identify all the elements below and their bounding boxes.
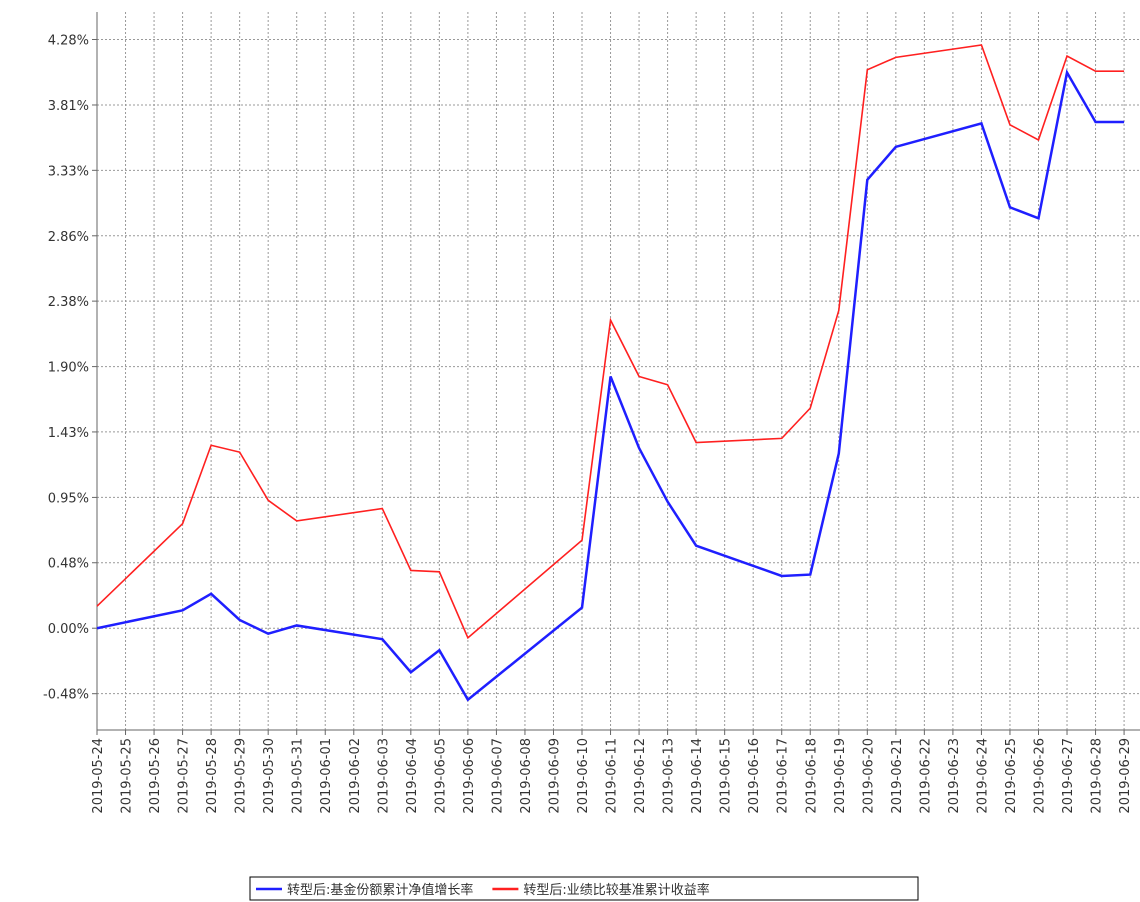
x-tick-label: 2019-05-31 — [291, 738, 306, 814]
x-tick-label: 2019-06-28 — [1090, 738, 1105, 814]
x-tick-label: 2019-05-25 — [120, 738, 135, 814]
y-tick-label: -0.48% — [43, 688, 89, 703]
y-tick-label: 0.48% — [48, 557, 89, 572]
y-tick-label: 1.90% — [48, 361, 89, 376]
x-tick-label: 2019-06-21 — [890, 738, 905, 814]
x-tick-label: 2019-06-03 — [376, 738, 391, 814]
y-tick-label: 1.43% — [48, 426, 89, 441]
x-tick-label: 2019-06-27 — [1061, 738, 1076, 814]
y-tick-label: 4.28% — [48, 34, 89, 49]
x-tick-label: 2019-06-16 — [747, 738, 762, 814]
plot-area — [97, 12, 1140, 730]
legend-label: 转型后:业绩比较基准累计收益率 — [523, 882, 709, 898]
x-tick-label: 2019-06-06 — [462, 738, 477, 814]
legend: 转型后:基金份额累计净值增长率 转型后:业绩比较基准累计收益率 — [249, 876, 919, 901]
y-tick-label: 2.38% — [48, 295, 89, 310]
x-tick-label: 2019-06-08 — [519, 738, 534, 814]
x-tick-label: 2019-06-26 — [1032, 738, 1047, 814]
x-tick-label: 2019-06-25 — [1004, 738, 1019, 814]
line-series — [96, 69, 1125, 702]
x-tick-label: 2019-05-26 — [148, 738, 163, 814]
x-tick-label: 2019-05-30 — [262, 738, 277, 814]
x-tick-label: 2019-06-01 — [319, 738, 334, 814]
y-tick-label: 3.81% — [48, 99, 89, 114]
x-tick-label: 2019-06-15 — [719, 738, 734, 814]
line-series — [96, 44, 1125, 640]
x-tick-label: 2019-06-07 — [490, 738, 505, 814]
legend-box — [249, 876, 919, 901]
x-tick-label: 2019-06-13 — [662, 738, 677, 814]
x-tick-label: 2019-06-17 — [776, 738, 791, 814]
x-tick-label: 2019-06-18 — [804, 738, 819, 814]
x-tick-label: 2019-06-24 — [975, 738, 990, 814]
legend-label: 转型后:基金份额累计净值增长率 — [287, 882, 473, 898]
x-tick-label: 2019-06-09 — [547, 738, 562, 814]
x-tick-label: 2019-06-29 — [1118, 738, 1133, 814]
x-tick-label: 2019-06-02 — [348, 738, 363, 814]
x-tick-label: 2019-06-19 — [833, 738, 848, 814]
x-tick-label: 2019-05-24 — [91, 738, 106, 814]
x-tick-label: 2019-06-10 — [576, 738, 591, 814]
y-tick-label: 0.00% — [48, 622, 89, 637]
x-tick-label: 2019-06-22 — [918, 738, 933, 814]
x-tick-label: 2019-06-05 — [433, 738, 448, 814]
y-tick-label: 2.86% — [48, 230, 89, 245]
x-tick-label: 2019-06-11 — [605, 738, 620, 814]
x-tick-label: 2019-05-28 — [205, 738, 220, 814]
y-tick-label: 0.95% — [48, 491, 89, 506]
y-tick-label: 3.33% — [48, 164, 89, 179]
x-tick-label: 2019-06-20 — [861, 738, 876, 814]
x-tick-label: 2019-05-29 — [234, 738, 249, 814]
x-tick-label: 2019-06-14 — [690, 738, 705, 814]
x-tick-label: 2019-05-27 — [177, 738, 192, 814]
x-tick-label: 2019-06-23 — [947, 738, 962, 814]
x-tick-label: 2019-06-04 — [405, 738, 420, 814]
x-tick-label: 2019-06-12 — [633, 738, 648, 814]
